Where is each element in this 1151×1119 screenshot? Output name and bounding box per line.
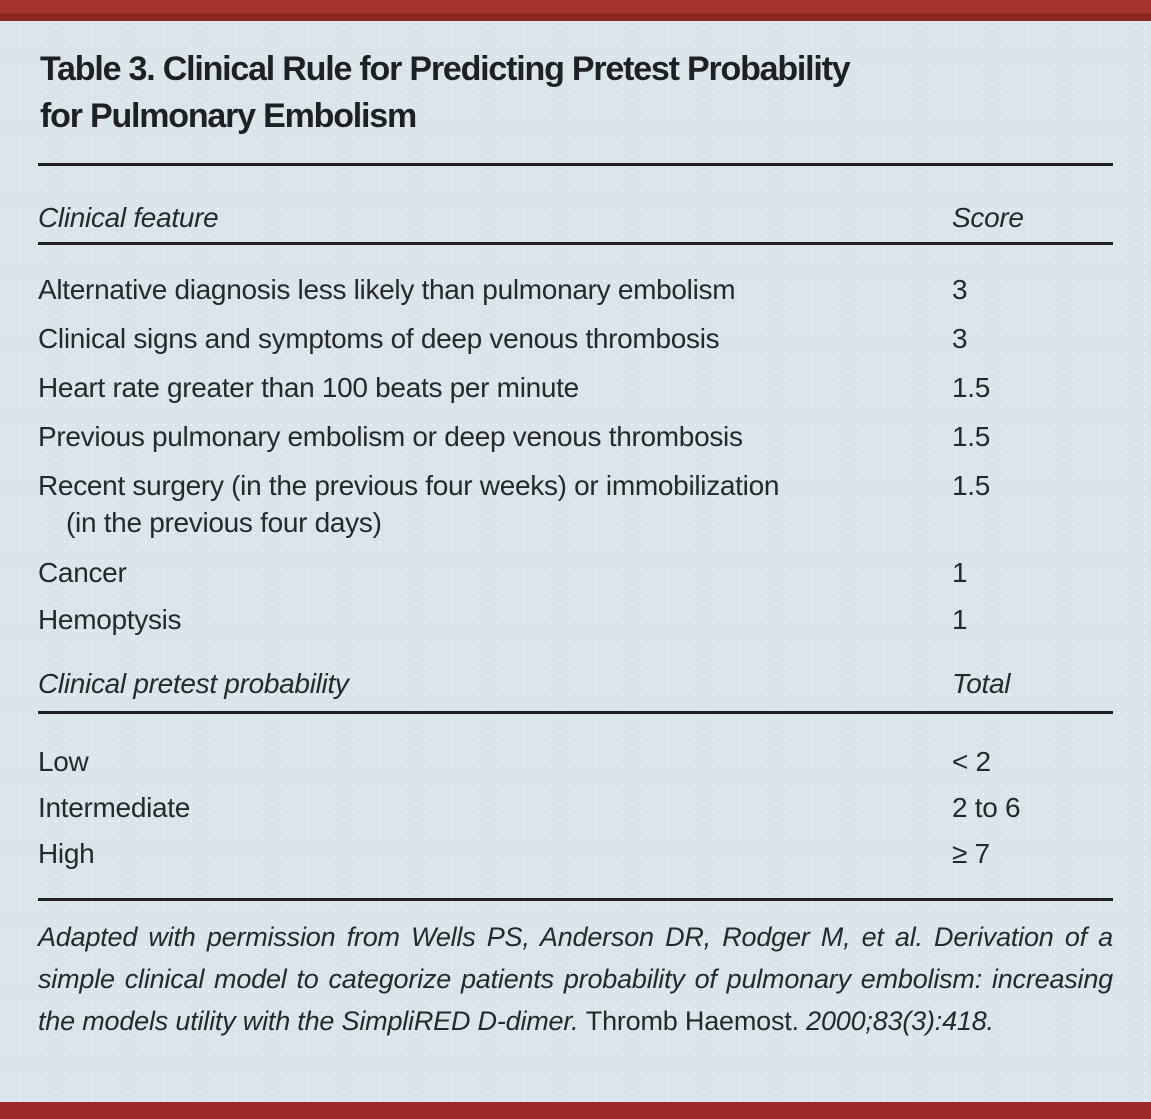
probability-cell: Intermediate: [38, 792, 191, 823]
total-cell: 2 to 6: [952, 792, 1021, 823]
total-cell: ≥ 7: [952, 838, 990, 869]
footnote: Adapted with permission from Wells PS, A…: [38, 916, 1113, 1042]
probability-cell: Low: [38, 746, 89, 777]
divider-footnote: [38, 898, 1113, 901]
table-title: Table 3. Clinical Rule for Predicting Pr…: [40, 46, 1113, 140]
feature-cell: Previous pulmonary embolism or deep veno…: [38, 421, 743, 452]
feature-cell: Hemoptysis: [38, 604, 182, 635]
feature-cell: Cancer: [38, 557, 127, 588]
footnote-adapted-text: Adapted with permission from Wells PS, A…: [38, 922, 1113, 1036]
column-header-total: Total: [952, 668, 1011, 699]
score-cell: 1: [952, 604, 968, 635]
column-header-pretest-probability: Clinical pretest probability: [38, 668, 349, 699]
feature-line2: (in the previous four days): [66, 507, 382, 538]
probability-header-row: Clinical pretest probability Total: [38, 666, 1113, 702]
table-row: Heart rate greater than 100 beats per mi…: [38, 370, 1113, 406]
table-row: High ≥ 7: [38, 836, 1113, 872]
footnote-citation: 2000;83(3):418.: [806, 1006, 994, 1036]
feature-cell: Heart rate greater than 100 beats per mi…: [38, 372, 579, 403]
probability-cell: High: [38, 838, 95, 869]
table-title-line1: Table 3. Clinical Rule for Predicting Pr…: [40, 50, 851, 88]
column-header-score: Score: [952, 202, 1024, 233]
footnote-journal-name: Thromb Haemost.: [585, 1006, 799, 1036]
feature-line1: Recent surgery (in the previous four wee…: [38, 470, 780, 501]
table-row: Intermediate 2 to 6: [38, 790, 1113, 826]
column-header-clinical-feature: Clinical feature: [38, 202, 219, 233]
divider-top: [38, 163, 1113, 166]
score-cell: 3: [952, 323, 968, 354]
table-row: Cancer 1: [38, 555, 1113, 591]
table-row: Clinical signs and symptoms of deep veno…: [38, 321, 1113, 357]
table-row: Previous pulmonary embolism or deep veno…: [38, 419, 1113, 455]
table-row: Low < 2: [38, 744, 1113, 780]
divider-probability-header: [38, 711, 1113, 714]
score-cell: 1: [952, 557, 968, 588]
bottom-red-bar: [0, 1102, 1151, 1119]
divider-scoring-header: [38, 242, 1113, 245]
feature-cell: Clinical signs and symptoms of deep veno…: [38, 323, 720, 354]
score-cell: 1.5: [952, 421, 991, 452]
feature-cell: Recent surgery (in the previous four wee…: [38, 468, 952, 541]
table-row: Recent surgery (in the previous four wee…: [38, 468, 1113, 541]
top-red-bar: [0, 0, 1151, 21]
scoring-header-row: Clinical feature Score: [38, 200, 1113, 236]
score-cell: 3: [952, 274, 968, 305]
score-cell: 1.5: [952, 372, 991, 403]
feature-cell: Alternative diagnosis less likely than p…: [38, 274, 736, 305]
table-title-line2: for Pulmonary Embolism: [40, 97, 417, 135]
total-cell: < 2: [952, 746, 991, 777]
table-row: Hemoptysis 1: [38, 602, 1113, 638]
score-cell: 1.5: [952, 470, 991, 501]
table-row: Alternative diagnosis less likely than p…: [38, 272, 1113, 308]
